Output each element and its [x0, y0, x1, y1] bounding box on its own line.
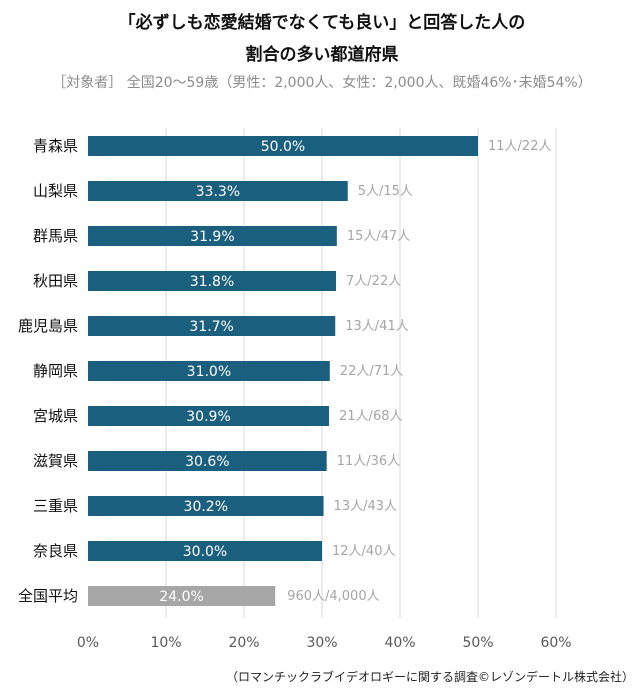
bar	[88, 541, 322, 561]
bar	[88, 586, 276, 606]
count-label: 15人/47人	[347, 229, 410, 244]
count-label: 22人/71人	[340, 364, 403, 379]
bar	[88, 181, 348, 201]
count-label: 7人/22人	[346, 274, 401, 289]
category-label: 滋賀県	[33, 452, 78, 470]
bar	[88, 361, 330, 381]
category-label: 群馬県	[33, 227, 78, 245]
count-label: 13人/43人	[334, 499, 397, 514]
x-tick-label: 40%	[384, 635, 415, 651]
category-label: 山梨県	[33, 182, 78, 200]
count-label: 13人/41人	[345, 319, 408, 334]
value-label: 30.6%	[185, 454, 229, 470]
bar	[88, 226, 337, 246]
category-label: 三重県	[33, 497, 78, 515]
x-tick-label: 50%	[462, 635, 493, 651]
value-label: 24.0%	[159, 589, 203, 605]
x-tick-label: 20%	[228, 635, 259, 651]
count-label: 11人/36人	[337, 454, 400, 469]
category-label: 青森県	[33, 137, 78, 155]
bar	[88, 316, 336, 336]
category-label: 奈良県	[33, 542, 78, 560]
value-label: 33.3%	[196, 184, 240, 200]
x-tick-label: 10%	[150, 635, 181, 651]
value-label: 31.9%	[190, 229, 234, 245]
x-tick-label: 60%	[540, 635, 571, 651]
category-label: 全国平均	[18, 587, 78, 605]
chart-title-line2: 割合の多い都道府県	[245, 45, 399, 65]
count-label: 21人/68人	[339, 409, 402, 424]
value-label: 30.9%	[186, 409, 230, 425]
bar	[88, 451, 327, 471]
bar	[88, 496, 324, 516]
count-label: 11人/22人	[488, 139, 551, 154]
x-tick-label: 0%	[77, 635, 99, 651]
bar	[88, 271, 337, 291]
category-label: 秋田県	[33, 272, 78, 290]
count-label: 12人/40人	[332, 544, 395, 559]
chart-subtitle: ［対象者］ 全国20～59歳（男性：2,000人、女性：2,000人、既婚46%…	[52, 75, 592, 91]
value-label: 31.8%	[190, 274, 234, 290]
count-label: 5人/15人	[358, 184, 413, 199]
count-label: 960人/4,000人	[287, 589, 379, 604]
category-label: 宮城県	[33, 407, 78, 425]
source-note: （ロマンチックラブイデオロギーに関する調査©レゾンデートル株式会社）	[225, 670, 634, 684]
value-label: 31.7%	[189, 319, 233, 335]
value-label: 30.2%	[184, 499, 228, 515]
value-label: 50.0%	[261, 139, 305, 155]
value-label: 31.0%	[187, 364, 231, 380]
chart-title: 「必ずしも恋愛結婚でなくても良い」と回答した人の	[118, 13, 526, 33]
x-tick-label: 30%	[306, 635, 337, 651]
category-label: 鹿児島県	[18, 317, 78, 335]
value-label: 30.0%	[183, 544, 227, 560]
bar	[88, 406, 330, 426]
category-label: 静岡県	[33, 362, 78, 380]
bar	[88, 136, 478, 156]
